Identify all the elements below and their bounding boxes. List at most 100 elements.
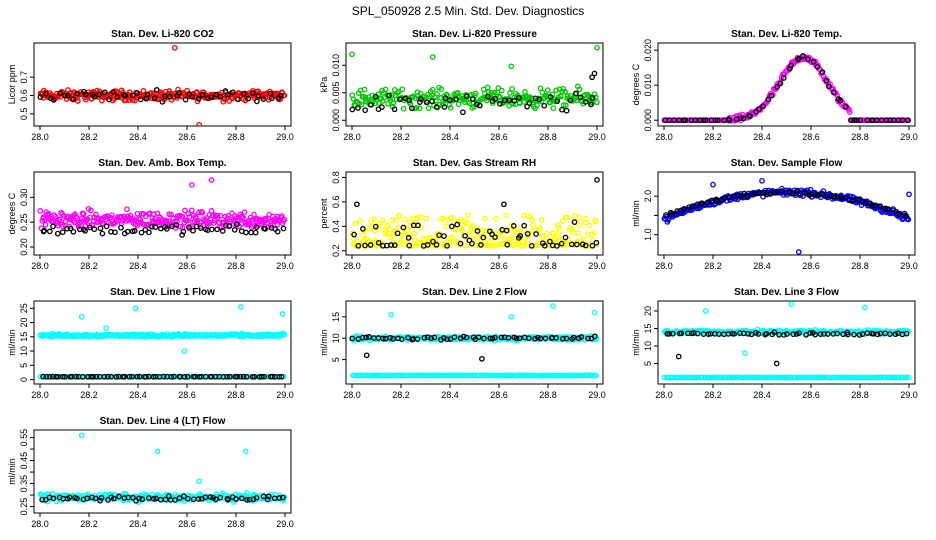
data-point <box>551 372 558 379</box>
data-point <box>411 105 417 112</box>
y-tick-label: 0.6 <box>331 196 341 209</box>
data-points <box>37 304 288 380</box>
series-samples <box>661 301 912 356</box>
x-tick-label: 28.6 <box>178 132 196 142</box>
data-point <box>110 89 116 95</box>
data-point <box>539 89 546 96</box>
panel-title: Stan. Dev. Li-820 Pressure <box>412 29 537 40</box>
series-reference <box>37 87 284 105</box>
data-point <box>699 200 706 207</box>
data-point <box>233 496 239 502</box>
data-point <box>810 58 817 65</box>
x-tick-label: 28.6 <box>178 261 196 271</box>
data-point <box>693 202 700 208</box>
data-point <box>185 210 192 217</box>
data-point <box>688 117 695 124</box>
plot-grid: Stan. Dev. Li-820 CO2 28.0 28.2 28.4 28.6 28.… <box>7 29 918 529</box>
data-point <box>559 335 566 342</box>
x-tick-label: 28.8 <box>851 132 869 142</box>
data-point <box>108 214 114 221</box>
data-point <box>154 210 161 217</box>
data-point <box>217 93 224 100</box>
data-point <box>212 373 219 380</box>
data-point <box>372 372 378 379</box>
data-point <box>78 219 84 225</box>
y-tick-label: 5 <box>19 363 29 368</box>
data-point <box>397 96 403 103</box>
data-point <box>175 86 181 93</box>
y-tick-label: 0.30 <box>19 189 29 207</box>
data-point <box>52 213 59 220</box>
x-tick-label: 29.0 <box>276 132 294 142</box>
data-point <box>281 331 288 338</box>
data-point <box>481 335 487 342</box>
data-point <box>359 334 366 341</box>
x-tick-label: 28.2 <box>392 132 410 142</box>
data-point <box>669 211 675 217</box>
data-point <box>574 239 581 245</box>
x-tick-label: 28.8 <box>851 261 869 271</box>
data-point <box>458 95 465 102</box>
y-tick-label: 0.6 <box>19 89 29 102</box>
data-point <box>444 242 450 249</box>
x-tick-label: 28.8 <box>227 390 245 400</box>
data-point <box>260 493 267 500</box>
data-point <box>226 222 233 229</box>
data-point <box>260 96 267 102</box>
x-tick-label: 28.4 <box>129 519 147 529</box>
data-point <box>424 334 431 341</box>
y-tick-label: 20 <box>643 306 653 316</box>
data-point <box>199 209 206 216</box>
data-point <box>521 99 528 105</box>
data-point <box>794 188 800 195</box>
data-point <box>846 109 853 115</box>
data-point <box>404 372 411 379</box>
x-tick-label: 28.8 <box>227 261 245 271</box>
x-tick-label: 28.2 <box>80 261 98 271</box>
data-point-outlier <box>242 448 249 455</box>
data-point <box>819 69 826 75</box>
data-point <box>208 94 215 101</box>
data-point <box>42 222 49 228</box>
data-point <box>400 105 407 112</box>
data-point <box>589 94 596 101</box>
data-point <box>807 330 814 336</box>
data-point <box>699 374 705 381</box>
data-point <box>592 372 599 379</box>
data-point <box>162 496 169 503</box>
x-tick-label: 29.0 <box>276 390 294 400</box>
data-point <box>92 495 99 502</box>
plot-frame <box>33 42 292 127</box>
data-point <box>405 235 412 241</box>
data-point <box>462 243 469 249</box>
series-samples <box>37 44 288 126</box>
data-point <box>253 224 260 230</box>
data-point <box>150 373 157 380</box>
data-point <box>887 331 893 337</box>
data-point <box>788 374 795 381</box>
series-samples-low <box>661 374 912 381</box>
data-point <box>379 239 385 246</box>
data-point <box>37 373 44 380</box>
data-point <box>778 374 785 381</box>
data-point <box>554 243 560 249</box>
data-point <box>233 221 240 228</box>
data-point <box>444 336 450 343</box>
data-point <box>108 373 114 380</box>
data-point <box>712 117 719 124</box>
data-point <box>452 226 459 233</box>
data-point <box>509 85 515 92</box>
data-point <box>106 96 112 103</box>
data-point <box>398 336 405 343</box>
data-point <box>74 495 80 502</box>
data-point <box>458 372 465 379</box>
data-point <box>702 117 709 124</box>
series-reference <box>40 221 287 238</box>
data-point <box>182 96 189 103</box>
data-point <box>440 335 447 341</box>
y-tick-label: 10 <box>19 346 29 356</box>
data-point <box>505 334 512 341</box>
data-point <box>521 212 527 219</box>
data-point <box>780 75 787 81</box>
data-point <box>460 333 467 340</box>
